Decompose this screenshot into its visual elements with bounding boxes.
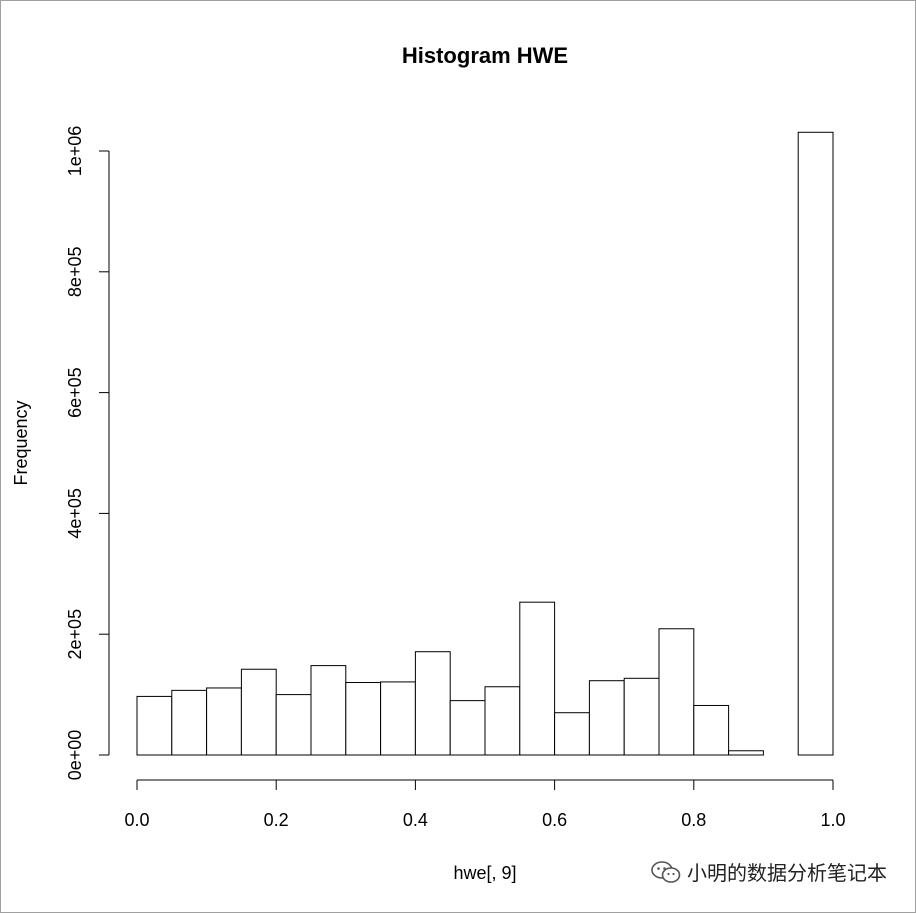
x-tick-label: 0.0 — [124, 810, 149, 830]
watermark-text: 小明的数据分析笔记本 — [687, 861, 887, 885]
y-tick-label: 6e+05 — [65, 367, 85, 418]
histogram-bar — [519, 601, 556, 756]
histogram-bar — [380, 681, 416, 756]
histogram-bar — [693, 704, 730, 756]
histogram-bar — [206, 687, 242, 756]
x-tick-label: 0.8 — [681, 810, 706, 830]
chart-title: Histogram HWE — [402, 43, 568, 68]
y-axis: 0e+00 2e+05 4e+05 6e+05 8e+05 1e+06 — [65, 126, 110, 781]
x-tick-label: 0.6 — [542, 810, 567, 830]
histogram-bar — [310, 665, 347, 756]
wechat-icon — [651, 860, 681, 883]
histogram-bar — [345, 682, 382, 756]
x-tick-label: 0.4 — [403, 810, 428, 830]
x-axis: 0.0 0.2 0.4 0.6 0.8 1.0 — [124, 779, 846, 830]
histogram-bar — [658, 628, 695, 756]
histogram-bar — [728, 750, 764, 756]
bars-group — [136, 131, 834, 756]
x-tick-label: 0.2 — [264, 810, 289, 830]
histogram-bar — [797, 131, 834, 756]
histogram-bar — [588, 680, 625, 756]
y-tick-label: 0e+00 — [65, 730, 85, 781]
x-axis-label: hwe[, 9] — [453, 863, 516, 883]
y-tick-label: 1e+06 — [65, 126, 85, 177]
histogram-bar — [240, 668, 277, 756]
histogram-bar — [414, 651, 451, 756]
y-tick-label: 8e+05 — [65, 247, 85, 298]
histogram-bar — [623, 677, 660, 756]
y-axis-label: Frequency — [11, 400, 31, 485]
histogram-bar — [449, 700, 486, 756]
x-tick-label: 1.0 — [820, 810, 845, 830]
histogram-bar — [136, 695, 173, 756]
y-tick-label: 4e+05 — [65, 488, 85, 539]
histogram-bar — [484, 686, 521, 756]
histogram-bar — [275, 694, 312, 756]
histogram-bar — [554, 712, 590, 756]
watermark: 小明的数据分析笔记本 — [651, 857, 887, 886]
y-tick-label: 2e+05 — [65, 609, 85, 660]
histogram-bar — [171, 689, 208, 756]
